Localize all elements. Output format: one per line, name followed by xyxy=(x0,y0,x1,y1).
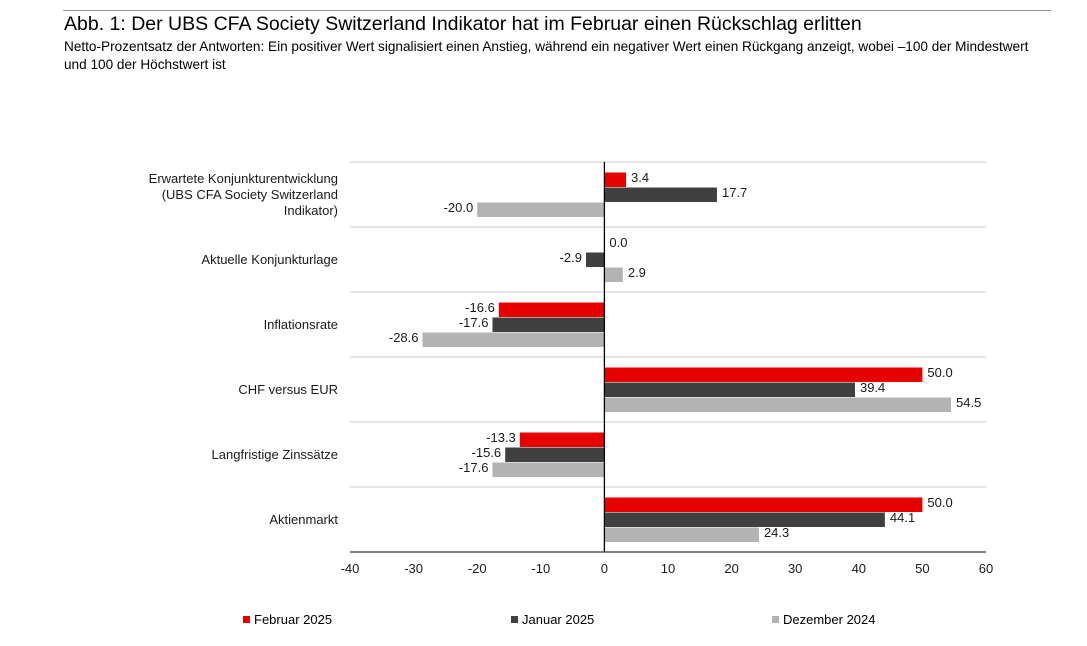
value-label: 3.4 xyxy=(631,170,649,185)
x-tick-label: 0 xyxy=(601,561,608,576)
category-label: (UBS CFA Society Switzerland xyxy=(162,187,338,202)
value-label: 44.1 xyxy=(890,510,915,525)
bar xyxy=(604,527,759,542)
bar xyxy=(604,267,623,282)
category-label: Aktienmarkt xyxy=(269,512,338,527)
value-label: 39.4 xyxy=(860,380,885,395)
bar xyxy=(604,397,952,412)
value-label: 50.0 xyxy=(927,365,952,380)
bar xyxy=(498,302,605,317)
value-label: 2.9 xyxy=(628,265,646,280)
figure-title: Abb. 1: Der UBS CFA Society Switzerland … xyxy=(64,13,862,35)
legend-swatch-light xyxy=(772,615,779,623)
category-label: Langfristige Zinssätze xyxy=(212,447,338,462)
bar xyxy=(604,497,923,512)
category-label: Aktuelle Konjunkturlage xyxy=(201,252,338,267)
bar xyxy=(519,432,605,447)
x-tick-label: -20 xyxy=(468,561,487,576)
x-tick-label: 20 xyxy=(724,561,738,576)
value-label: 24.3 xyxy=(764,525,789,540)
bar xyxy=(604,382,855,397)
x-tick-label: 40 xyxy=(852,561,866,576)
x-tick-label: 50 xyxy=(915,561,929,576)
legend-item-februar-2025: Februar 2025 xyxy=(243,610,332,628)
value-label: -13.3 xyxy=(486,430,516,445)
x-tick-label: 30 xyxy=(788,561,802,576)
legend-label: Februar 2025 xyxy=(254,611,333,627)
value-label: -15.6 xyxy=(472,445,502,460)
value-label: -20.0 xyxy=(444,200,474,215)
figure-subtitle: Netto-Prozentsatz der Antworten: Ein pos… xyxy=(64,39,1029,72)
x-tick-label: -40 xyxy=(341,561,360,576)
x-tick-label: 60 xyxy=(979,561,993,576)
legend-swatch-red xyxy=(243,615,250,623)
value-label: -17.6 xyxy=(459,315,489,330)
category-label: Erwartete Konjunkturentwicklung xyxy=(149,171,338,186)
category-label: CHF versus EUR xyxy=(238,382,338,397)
value-label: -28.6 xyxy=(389,330,419,345)
legend-swatch-dark xyxy=(511,615,518,623)
value-label: 17.7 xyxy=(722,185,747,200)
x-tick-label: 10 xyxy=(661,561,675,576)
bar xyxy=(492,462,605,477)
category-label: Inflationsrate xyxy=(264,317,338,332)
legend-item-dezember-2024: Dezember 2024 xyxy=(772,610,876,628)
value-label: 50.0 xyxy=(927,495,952,510)
bar xyxy=(604,172,627,187)
bar xyxy=(422,332,605,347)
bar xyxy=(604,367,923,382)
bar xyxy=(585,252,605,267)
category-label: Indikator) xyxy=(284,203,338,218)
value-label: -2.9 xyxy=(560,250,582,265)
bar xyxy=(604,512,885,527)
value-label: 0.0 xyxy=(609,235,627,250)
value-label: 54.5 xyxy=(956,395,981,410)
x-tick-label: -10 xyxy=(531,561,550,576)
legend-label: Januar 2025 xyxy=(522,611,595,627)
x-tick-label: -30 xyxy=(404,561,423,576)
bar xyxy=(477,202,605,217)
bar xyxy=(505,447,605,462)
top-rule xyxy=(63,10,1051,11)
bar xyxy=(604,187,717,202)
value-label: -17.6 xyxy=(459,460,489,475)
legend-label: Dezember 2024 xyxy=(783,611,876,627)
bar xyxy=(492,317,605,332)
legend-item-januar-2025: Januar 2025 xyxy=(511,610,594,628)
value-label: -16.6 xyxy=(465,300,495,315)
